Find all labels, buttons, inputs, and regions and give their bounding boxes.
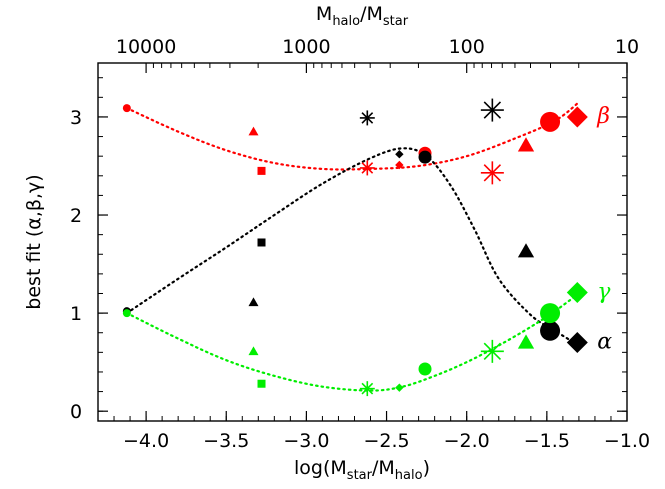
top-tick-label: 1000 bbox=[282, 36, 330, 58]
data-point-asterisk bbox=[480, 339, 504, 363]
series-label: β bbox=[596, 104, 610, 129]
x-tick-label: −4.0 bbox=[123, 430, 169, 452]
y-tick-label: 1 bbox=[70, 303, 82, 325]
data-point-triangle bbox=[517, 137, 535, 152]
data-point-asterisk bbox=[359, 110, 375, 126]
axis-ticks bbox=[97, 63, 628, 421]
fit-lines bbox=[125, 101, 581, 392]
data-point-circle bbox=[540, 303, 561, 324]
data-point-asterisk bbox=[480, 98, 504, 122]
data-point-diamond bbox=[395, 383, 404, 392]
data-point-triangle bbox=[517, 334, 535, 349]
data-point-circle bbox=[122, 309, 131, 318]
y-axis-title: best fit (α,β,γ) bbox=[23, 174, 45, 309]
data-point-triangle bbox=[517, 243, 535, 258]
data-point-diamond bbox=[566, 332, 588, 354]
plot-frame bbox=[97, 62, 628, 422]
data-point-circle bbox=[540, 320, 561, 341]
x-tick-label: −3.5 bbox=[203, 430, 249, 452]
data-point-diamond bbox=[566, 106, 588, 128]
fit-line bbox=[125, 292, 581, 392]
data-point-square bbox=[257, 166, 266, 175]
top-axis-title: Mhalo/Mstar bbox=[316, 3, 409, 29]
series-label: α bbox=[597, 330, 612, 355]
tick-labels: −4.0 −3.5 −3.0 −2.5 −2.0 −1.5 −1.0 0 1 2 3 10000 100… bbox=[70, 36, 650, 452]
top-tick-label: 10 bbox=[615, 36, 639, 58]
data-point-triangle bbox=[248, 126, 259, 136]
data-point-circle bbox=[540, 111, 561, 132]
data-point-asterisk bbox=[480, 161, 504, 185]
y-tick-label: 2 bbox=[70, 205, 82, 227]
data-point-asterisk bbox=[359, 381, 375, 397]
series-labels: β αγ bbox=[596, 104, 612, 355]
x-tick-label: −2.5 bbox=[363, 430, 409, 452]
x-tick-label: −3.0 bbox=[283, 430, 329, 452]
x-axis-title: log(Mstar/Mhalo) bbox=[294, 457, 430, 483]
data-point-diamond bbox=[395, 150, 404, 159]
y-tick-label: 3 bbox=[70, 107, 82, 129]
x-tick-label: −2.0 bbox=[444, 430, 490, 452]
data-point-diamond bbox=[566, 282, 588, 304]
y-tick-label: 0 bbox=[70, 401, 82, 423]
top-tick-label: 100 bbox=[449, 36, 485, 58]
fit-line bbox=[125, 147, 581, 347]
markers bbox=[122, 98, 588, 397]
data-point-asterisk bbox=[359, 160, 375, 176]
data-point-circle bbox=[122, 104, 131, 113]
data-point-circle bbox=[418, 150, 432, 164]
x-tick-label: −1.0 bbox=[604, 430, 650, 452]
data-point-diamond bbox=[395, 160, 404, 170]
data-point-triangle bbox=[248, 297, 259, 307]
data-point-circle bbox=[418, 362, 432, 376]
data-point-triangle bbox=[248, 346, 259, 356]
fit-line bbox=[125, 101, 581, 171]
x-tick-label: −1.5 bbox=[524, 430, 570, 452]
data-point-square bbox=[257, 379, 266, 388]
series-label: γ bbox=[597, 280, 611, 305]
data-point-square bbox=[257, 238, 266, 247]
top-tick-label: 10000 bbox=[116, 36, 176, 58]
